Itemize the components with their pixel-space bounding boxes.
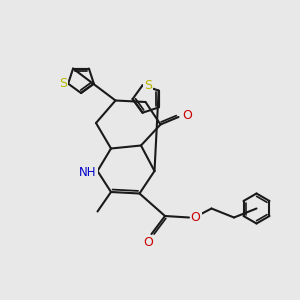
Text: O: O [143, 236, 153, 249]
Text: NH: NH [79, 166, 97, 179]
Text: S: S [59, 77, 67, 90]
Text: O: O [182, 109, 192, 122]
Text: S: S [144, 79, 152, 92]
Text: O: O [191, 211, 200, 224]
